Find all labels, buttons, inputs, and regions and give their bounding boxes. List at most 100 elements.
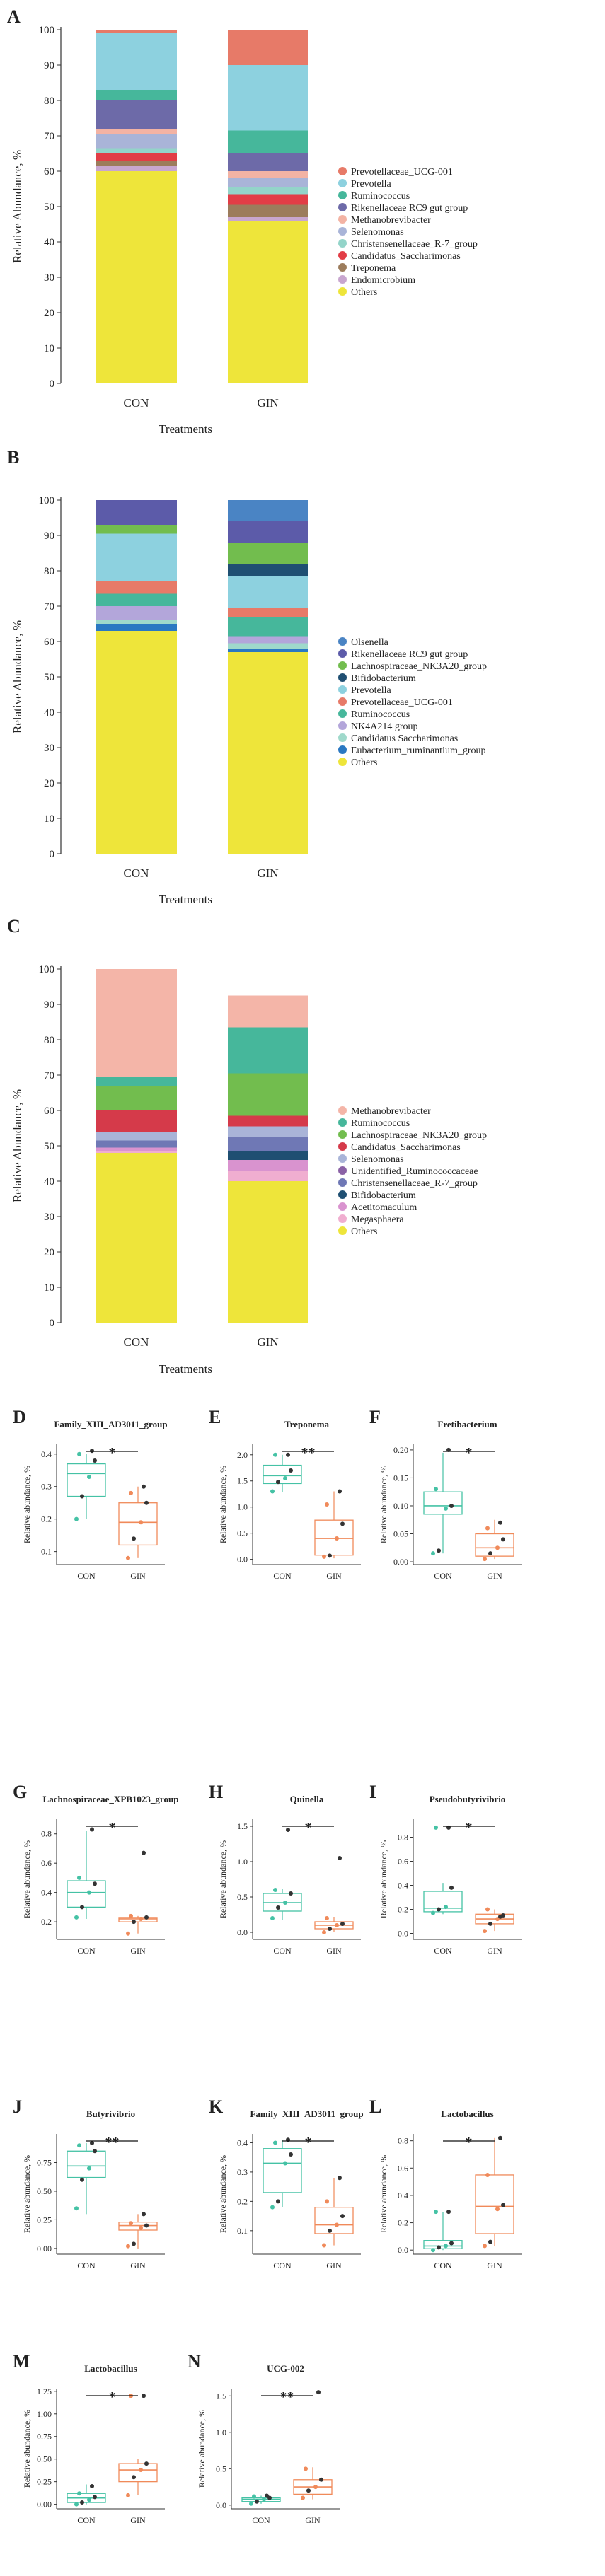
- panel-b-legend-label-prevotella: Prevotella: [351, 685, 392, 696]
- panel-f-con-point: [437, 1548, 441, 1553]
- panel-l-signif-label: *: [466, 2135, 473, 2150]
- panel-b-legend-label-others: Others: [351, 758, 377, 768]
- panel-e-y-tick-label: 0.0: [237, 1555, 248, 1565]
- panel-a-legend-label-endomicrobium: Endomicrobium: [351, 275, 415, 286]
- panel-b-bar-gin-prevotellaceae-ucg-001: [228, 608, 308, 617]
- panel-c-legend-swatch-unidentified-ruminococcaceae: [338, 1166, 347, 1175]
- panel-b-bar-gin-candidatus-saccharimonas: [228, 643, 308, 649]
- panel-g-y-axis-title: Relative abundance, %: [22, 1840, 32, 1918]
- panel-c-bar-gin-methanobrevibacter: [228, 995, 308, 1028]
- panel-k-con-point: [273, 2140, 277, 2145]
- panel-n-y-tick-label: 0.0: [216, 2500, 226, 2510]
- panel-i-gin-point: [483, 1929, 487, 1934]
- panel-a-legend-label-prevotella: Prevotella: [351, 179, 392, 190]
- panel-d-y-tick-label: 0.4: [41, 1449, 52, 1459]
- panel-j-label: J: [13, 2096, 22, 2117]
- panel-c-y-tick-label: 70: [44, 1070, 54, 1081]
- panel-b-x-axis-title: Treatments: [159, 893, 212, 906]
- panel-b-bar-con-candidatus-saccharimonas: [96, 620, 177, 624]
- panel-l-con-point: [437, 2245, 441, 2250]
- panel-i-con-point: [444, 1905, 448, 1910]
- panel-e-label: E: [209, 1407, 221, 1427]
- panel-b-bar-con-others: [96, 631, 177, 854]
- panel-l-y-tick-label: 0.4: [398, 2191, 408, 2200]
- panel-c-y-tick-label: 40: [44, 1176, 54, 1188]
- panel-m-con-point: [74, 2502, 79, 2507]
- panel-g-gin-x-tick: GIN: [130, 1946, 146, 1956]
- panel-a-legend-label-treponema: Treponema: [351, 263, 396, 274]
- panel-n-gin-point: [301, 2495, 305, 2500]
- panel-a-x-tick-gin: GIN: [257, 396, 278, 410]
- panel-e-title: Treponema: [284, 1419, 330, 1429]
- panel-a-bar-gin-selenomonas: [228, 178, 308, 187]
- panel-f-gin-x-tick: GIN: [487, 1571, 502, 1581]
- panel-b-y-tick-label: 90: [44, 530, 54, 542]
- panel-g-con-point: [80, 1905, 84, 1910]
- panel-n-gin-point: [316, 2390, 321, 2395]
- panel-a-legend-swatch-rikenellaceae-rc9-gut-group: [338, 203, 347, 211]
- panel-a-legend-label-methanobrevibacter: Methanobrevibacter: [351, 215, 431, 226]
- panel-c-bar-con-others: [96, 1153, 177, 1323]
- panel-m-con-point: [90, 2484, 94, 2489]
- panel-h-y-axis-title: Relative abundance, %: [218, 1840, 228, 1918]
- panel-e-y-tick-label: 1.0: [237, 1502, 248, 1512]
- panel-m-y-tick-label: 0.25: [37, 2477, 52, 2487]
- panel-b-legend-swatch-prevotellaceae-ucg-001: [338, 697, 347, 706]
- panel-j-gin-x-tick: GIN: [130, 2261, 146, 2270]
- panel-l-con-box: [423, 2240, 463, 2249]
- panel-b-x-tick-gin: GIN: [257, 866, 278, 880]
- panel-f-y-tick-label: 0.15: [393, 1473, 408, 1483]
- panel-a-legend-swatch-methanobrevibacter: [338, 215, 347, 224]
- panel-m-con-point: [77, 2491, 81, 2496]
- panel-c-y-tick-label: 80: [44, 1035, 54, 1046]
- panel-i-gin-point: [488, 1921, 492, 1926]
- panel-a-legend-swatch-prevotella: [338, 179, 347, 187]
- panel-l-y-tick-label: 0.6: [398, 2163, 408, 2173]
- panel-a-legend-swatch-selenomonas: [338, 227, 347, 236]
- panel-a-bar-gin-others: [228, 221, 308, 383]
- panel-f-signif-label: *: [466, 1445, 473, 1461]
- panel-c-bar-gin-ruminococcus: [228, 1027, 308, 1074]
- panel-l-y-axis-title: Relative abundance, %: [379, 2155, 388, 2233]
- panel-g-gin-point: [139, 1916, 143, 1921]
- panel-h-gin-point: [338, 1856, 342, 1860]
- panel-b-legend-label-prevotellaceae-ucg-001: Prevotellaceae_UCG-001: [351, 697, 453, 708]
- panel-c-x-axis-title: Treatments: [159, 1362, 212, 1376]
- panel-b-legend-label-rikenellaceae-rc9-gut-group: Rikenellaceae RC9 gut group: [351, 649, 468, 660]
- panel-n-label: N: [188, 2351, 201, 2372]
- panel-l-label: L: [369, 2096, 381, 2117]
- panel-k-y-tick-label: 0.2: [237, 2196, 248, 2206]
- panel-k-gin-point: [340, 2214, 345, 2219]
- panel-j-gin-point: [132, 2241, 136, 2246]
- panel-h-title: Quinella: [290, 1794, 324, 1804]
- panel-d-con-x-tick: CON: [77, 1571, 96, 1581]
- panel-n-gin-point: [319, 2477, 323, 2482]
- panel-i-y-tick-label: 0.6: [398, 1857, 408, 1867]
- panel-d-gin-point: [132, 1536, 136, 1541]
- panel-a-legend-label-others: Others: [351, 287, 377, 298]
- panel-g-gin-point: [132, 1920, 136, 1925]
- panel-g-con-x-tick: CON: [77, 1946, 96, 1956]
- panel-m-con-x-tick: CON: [77, 2515, 96, 2525]
- panel-c-legend-swatch-candidatus-saccharimonas: [338, 1142, 347, 1151]
- panel-d-gin-point: [139, 1520, 143, 1525]
- panel-b-bar-gin-nk4a214-group: [228, 636, 308, 644]
- panel-k-gin-point: [335, 2222, 339, 2227]
- panel-d-con-point: [87, 1474, 91, 1479]
- panel-b-y-tick-label: 70: [44, 601, 54, 613]
- panel-j-gin-point: [126, 2244, 130, 2249]
- panel-a-legend-label-rikenellaceae-rc9-gut-group: Rikenellaceae RC9 gut group: [351, 203, 468, 214]
- panel-l-title: Lactobacillus: [441, 2108, 493, 2119]
- panel-j-y-tick-label: 0.50: [37, 2186, 52, 2196]
- panel-j-gin-point: [142, 2212, 146, 2217]
- panel-j-con-point: [87, 2166, 91, 2171]
- panel-c-legend-swatch-methanobrevibacter: [338, 1106, 347, 1115]
- panel-i-y-tick-label: 0.8: [398, 1833, 408, 1843]
- panel-c-bar-gin-others: [228, 1181, 308, 1323]
- panel-b-y-tick-label: 100: [39, 495, 55, 506]
- panel-f-y-tick-label: 0.00: [393, 1557, 408, 1567]
- panel-n-y-axis-title: Relative abundance, %: [197, 2410, 207, 2488]
- panel-a-bar-con-endomicrobium: [96, 166, 177, 171]
- panel-c-legend-label-megasphaera: Megasphaera: [351, 1214, 404, 1225]
- panel-a-y-tick-label: 90: [44, 60, 54, 71]
